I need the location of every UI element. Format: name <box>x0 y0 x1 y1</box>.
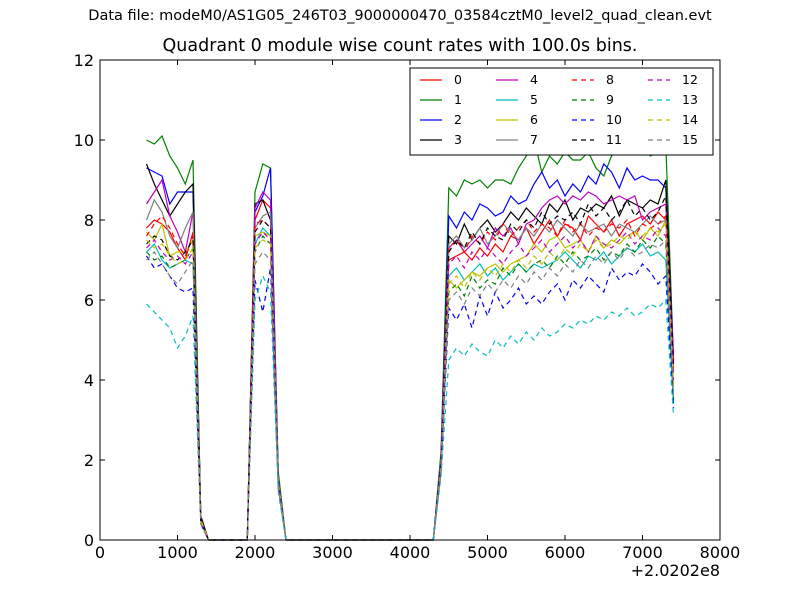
series-line-6 <box>146 219 675 541</box>
y-tick-label: 4 <box>84 371 94 390</box>
figure-suptitle: Data file: modeM0/AS1G05_246T03_90000004… <box>88 8 712 24</box>
x-tick-label: 7000 <box>622 543 663 562</box>
legend-label-10: 10 <box>606 112 622 127</box>
legend-label-14: 14 <box>682 112 698 127</box>
legend-label-7: 7 <box>530 132 538 147</box>
legend-box <box>409 67 714 156</box>
legend-label-11: 11 <box>606 132 622 147</box>
x-tick-label: 0 <box>95 543 105 562</box>
legend-label-13: 13 <box>682 92 698 107</box>
x-offset-label: +2.0202e8 <box>631 561 720 580</box>
series-line-10 <box>145 255 675 541</box>
y-tick-label: 6 <box>84 291 94 310</box>
legend-label-5: 5 <box>530 92 538 107</box>
x-tick-label: 6000 <box>545 543 586 562</box>
y-tick-label: 8 <box>84 211 94 230</box>
legend-label-6: 6 <box>530 112 538 127</box>
series-line-14 <box>146 222 675 541</box>
legend-label-8: 8 <box>606 72 614 87</box>
series-line-1 <box>146 134 675 541</box>
legend-label-15: 15 <box>682 132 698 147</box>
y-tick-label: 0 <box>84 531 94 550</box>
series-line-11 <box>146 195 675 541</box>
series-line-15 <box>146 238 675 541</box>
chart-title: Quadrant 0 module wise count rates with … <box>162 36 638 56</box>
x-tick-label: 2000 <box>235 543 276 562</box>
series-line-9 <box>146 234 675 541</box>
x-tick-label: 1000 <box>157 543 198 562</box>
legend-label-1: 1 <box>454 92 462 107</box>
series-line-3 <box>145 163 675 541</box>
series-line-12 <box>146 227 675 541</box>
y-tick-label: 12 <box>74 51 94 70</box>
legend-label-9: 9 <box>606 92 614 107</box>
y-tick-label: 2 <box>84 451 94 470</box>
series-line-13 <box>146 274 675 541</box>
x-tick-label: 5000 <box>467 543 508 562</box>
legend-label-12: 12 <box>682 72 698 87</box>
series-line-7 <box>145 198 675 541</box>
series-line-8 <box>145 214 675 541</box>
ticks-layer: 0 1000 2000 3000 4000 5000 6000 7000 80000246810… <box>74 51 741 562</box>
x-tick-label: 8000 <box>700 543 741 562</box>
series-line-4 <box>145 178 675 541</box>
series-line-2 <box>146 162 675 541</box>
series-line-0 <box>146 198 675 541</box>
legend-label-3: 3 <box>454 132 462 147</box>
series-layer <box>145 134 675 541</box>
series-line-5 <box>146 226 675 541</box>
legend-label-2: 2 <box>454 112 462 127</box>
x-tick-label: 4000 <box>390 543 431 562</box>
y-tick-label: 10 <box>74 131 94 150</box>
legend-label-4: 4 <box>530 72 538 87</box>
x-tick-label: 3000 <box>312 543 353 562</box>
legend-label-0: 0 <box>454 72 462 87</box>
